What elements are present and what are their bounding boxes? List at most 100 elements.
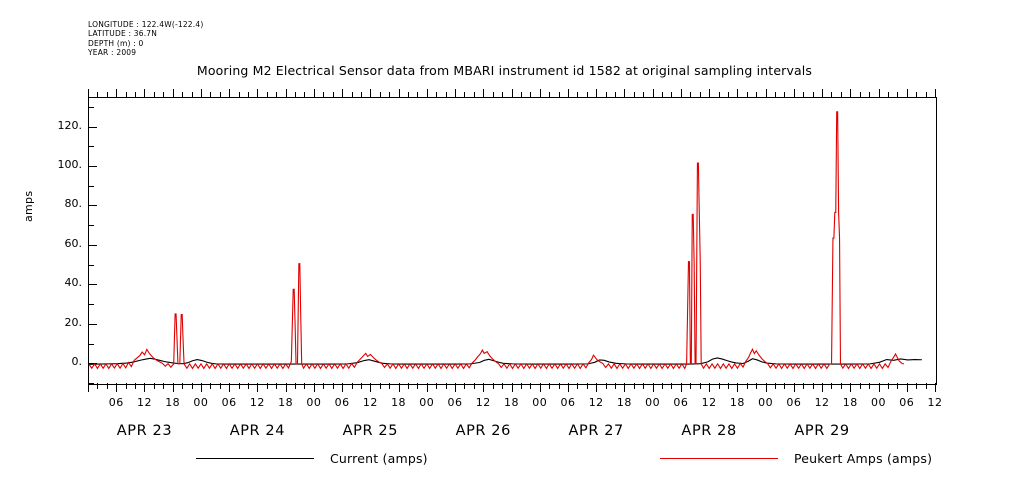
x-tick-top-minor xyxy=(916,92,918,98)
x-tick-top-major xyxy=(257,89,259,98)
y-tick-minor xyxy=(88,264,94,266)
x-tick-top-minor xyxy=(530,92,532,98)
x-tick-top-minor xyxy=(662,92,664,98)
x-hour-label: 06 xyxy=(108,396,124,409)
chart-legend: Current (amps) Peukert Amps (amps) xyxy=(0,448,1009,472)
x-hour-label: 06 xyxy=(334,396,350,409)
y-tick-label: 60. xyxy=(64,236,83,250)
x-tick-minor xyxy=(549,383,551,389)
x-hour-label: 00 xyxy=(419,396,435,409)
x-tick-minor xyxy=(417,383,419,389)
x-day-label: APR 29 xyxy=(794,423,850,439)
x-tick-major xyxy=(878,383,880,392)
x-tick-minor xyxy=(605,383,607,389)
x-tick-minor xyxy=(332,383,334,389)
x-tick-minor xyxy=(379,383,381,389)
x-tick-minor xyxy=(690,383,692,389)
x-tick-top-major xyxy=(850,89,852,98)
x-tick-minor xyxy=(718,383,720,389)
y-tick-minor xyxy=(88,343,94,345)
x-tick-major xyxy=(455,383,457,392)
x-tick-top-minor xyxy=(558,92,560,98)
x-tick-minor xyxy=(389,383,391,389)
x-tick-top-minor xyxy=(492,92,494,98)
x-tick-top-minor xyxy=(464,92,466,98)
x-tick-major xyxy=(200,383,202,392)
plot-area xyxy=(88,97,937,385)
x-tick-top-minor xyxy=(887,92,889,98)
x-tick-minor xyxy=(276,383,278,389)
x-tick-major xyxy=(539,383,541,392)
x-tick-top-minor xyxy=(125,92,127,98)
x-tick-minor xyxy=(831,383,833,389)
x-tick-top-minor xyxy=(615,92,617,98)
x-hour-label: 18 xyxy=(278,396,294,409)
x-tick-top-major xyxy=(737,89,739,98)
x-tick-minor xyxy=(558,383,560,389)
x-tick-minor xyxy=(323,383,325,389)
y-tick-label: 20. xyxy=(64,315,83,329)
x-tick-top-minor xyxy=(238,92,240,98)
x-hour-label: 06 xyxy=(899,396,915,409)
x-hour-label: 00 xyxy=(758,396,774,409)
x-tick-major xyxy=(398,383,400,392)
series-canvas xyxy=(89,98,936,384)
x-tick-top-major xyxy=(624,89,626,98)
x-tick-minor xyxy=(784,383,786,389)
x-tick-top-minor xyxy=(276,92,278,98)
x-hour-label: 18 xyxy=(504,396,519,409)
series-line xyxy=(89,112,904,369)
x-hour-label: 06 xyxy=(447,396,463,409)
x-tick-top-minor xyxy=(247,92,249,98)
x-hour-label: 12 xyxy=(249,396,265,409)
x-tick-top-major xyxy=(935,89,936,98)
x-tick-top-minor xyxy=(925,92,927,98)
x-tick-major xyxy=(511,383,513,392)
x-tick-top-minor xyxy=(210,92,212,98)
x-hour-label: 12 xyxy=(362,396,378,409)
x-tick-minor xyxy=(360,383,362,389)
legend-entry[interactable]: Current (amps) xyxy=(196,448,428,468)
x-tick-major xyxy=(737,383,739,392)
x-tick-minor xyxy=(219,383,221,389)
metadata-longitude: LONGITUDE : 122.4W(-122.4) xyxy=(88,20,204,29)
x-tick-top-major xyxy=(596,89,598,98)
x-hour-label: 06 xyxy=(786,396,802,409)
x-tick-top-minor xyxy=(520,92,522,98)
x-tick-top-major xyxy=(342,89,344,98)
legend-label: Current (amps) xyxy=(330,450,428,466)
x-hour-label: 06 xyxy=(673,396,689,409)
x-tick-minor xyxy=(869,383,871,389)
x-tick-major xyxy=(88,383,89,392)
y-tick-label: 100. xyxy=(57,158,83,172)
x-tick-minor xyxy=(304,383,306,389)
x-tick-top-minor xyxy=(831,92,833,98)
y-tick-minor xyxy=(88,304,94,306)
x-hour-label: 18 xyxy=(616,396,632,409)
y-tick-label: 120. xyxy=(57,118,83,132)
legend-entry[interactable]: Peukert Amps (amps) xyxy=(660,448,932,468)
x-tick-minor xyxy=(530,383,532,389)
x-tick-top-major xyxy=(483,89,485,98)
y-tick-major xyxy=(88,323,97,325)
x-tick-major xyxy=(483,383,485,392)
y-tick-major xyxy=(88,126,97,128)
x-tick-top-major xyxy=(116,89,118,98)
x-tick-top-major xyxy=(511,89,513,98)
x-tick-top-minor xyxy=(153,92,155,98)
x-tick-top-major xyxy=(313,89,315,98)
x-tick-minor xyxy=(492,383,494,389)
x-tick-minor xyxy=(182,383,184,389)
x-tick-minor xyxy=(210,383,212,389)
y-axis-tick-labels: 0. 20. 40. 60. 80. 100. 120. xyxy=(30,0,83,504)
x-tick-major xyxy=(709,383,711,392)
x-tick-major xyxy=(652,383,654,392)
x-tick-minor xyxy=(662,383,664,389)
x-day-label: APR 25 xyxy=(342,423,399,439)
x-tick-top-minor xyxy=(869,92,871,98)
metadata-year: YEAR : 2009 xyxy=(88,48,137,58)
x-tick-top-minor xyxy=(295,92,297,98)
x-tick-top-minor xyxy=(859,92,861,98)
x-tick-top-minor xyxy=(379,92,381,98)
x-hour-label: 18 xyxy=(729,396,745,409)
